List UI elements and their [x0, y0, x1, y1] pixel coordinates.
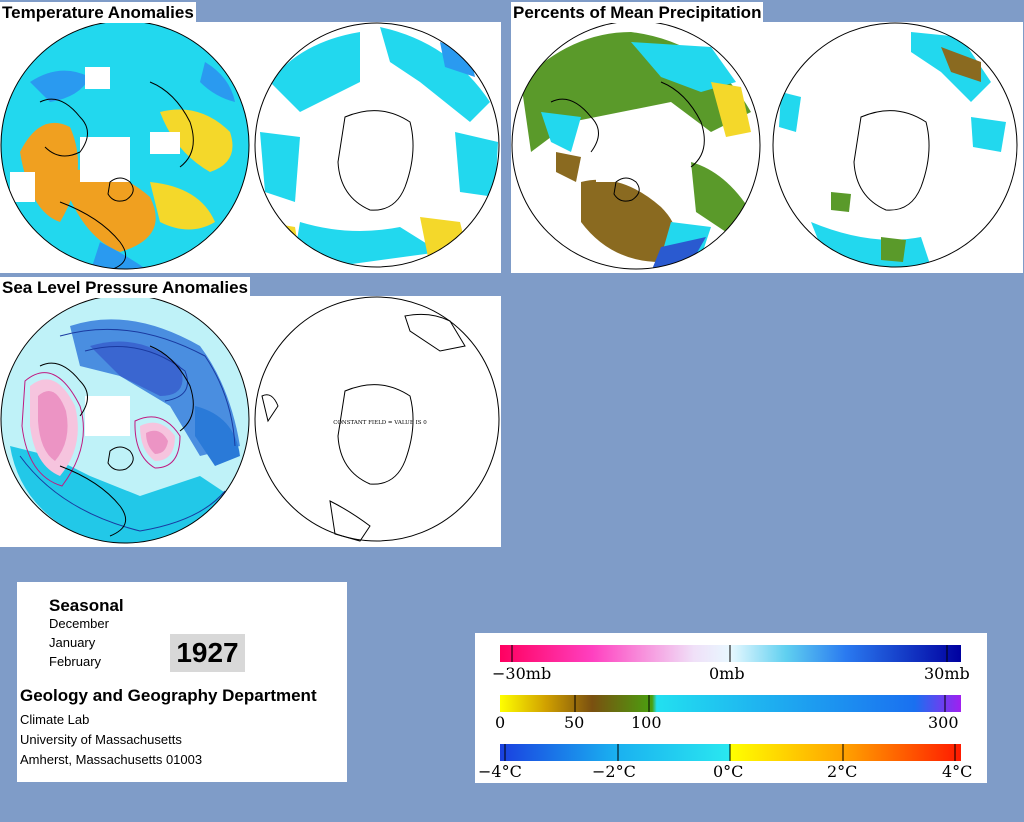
temperature-label: 2°C [827, 762, 857, 781]
pressure-title: Sea Level Pressure Anomalies [0, 277, 251, 298]
temperature-label: 4°C [942, 762, 972, 781]
season-label: Seasonal [49, 596, 124, 615]
info-box: Seasonal December January February 1927 … [17, 582, 347, 782]
temperature-label: −2°C [592, 762, 636, 781]
precipitation-scale-bar [500, 695, 961, 712]
precipitation-label: 100 [631, 713, 662, 732]
temperature-label: 0°C [713, 762, 743, 781]
pressure-panel: CONSTANT FIELD = VALUE IS 0 [0, 296, 501, 547]
precipitation-label: 300 [928, 713, 959, 732]
temperature-title: Temperature Anomalies [0, 2, 196, 23]
pressure-zero-label: 0mb [709, 664, 745, 683]
temperature-maps [0, 22, 500, 270]
precipitation-maps [511, 22, 1018, 270]
pressure-min-label: −30mb [492, 664, 551, 683]
temperature-label: −4°C [478, 762, 522, 781]
temperature-northern-hemisphere [1, 22, 249, 269]
address-line: Climate Lab [20, 712, 90, 727]
precipitation-southern-hemisphere [773, 23, 1017, 267]
temperature-panel [0, 22, 501, 273]
color-legend: −30mb 0mb 30mb 0 50 100 300 −4°C −2°C 0°… [475, 633, 987, 783]
precipitation-panel [511, 22, 1023, 273]
department-label: Geology and Geography Department [20, 686, 317, 705]
pressure-northern-hemisphere [1, 296, 249, 543]
temperature-southern-hemisphere [255, 23, 499, 267]
month-label: January [49, 635, 96, 650]
month-label: December [49, 616, 109, 631]
month-label: February [49, 654, 102, 669]
pressure-max-label: 30mb [924, 664, 970, 683]
precipitation-label: 50 [564, 713, 584, 732]
pressure-southern-hemisphere: CONSTANT FIELD = VALUE IS 0 [254, 296, 500, 542]
address-line: University of Massachusetts [20, 732, 182, 747]
year-label: 1927 [170, 634, 245, 672]
precipitation-title: Percents of Mean Precipitation [511, 2, 764, 23]
address-line: Amherst, Massachusetts 01003 [20, 752, 203, 767]
precipitation-label: 0 [495, 713, 505, 732]
constant-field-label: CONSTANT FIELD = VALUE IS 0 [333, 420, 427, 426]
pressure-maps: CONSTANT FIELD = VALUE IS 0 [0, 296, 500, 544]
legend-scales: −30mb 0mb 30mb 0 50 100 300 −4°C −2°C 0°… [478, 645, 972, 781]
precipitation-northern-hemisphere [512, 22, 760, 269]
